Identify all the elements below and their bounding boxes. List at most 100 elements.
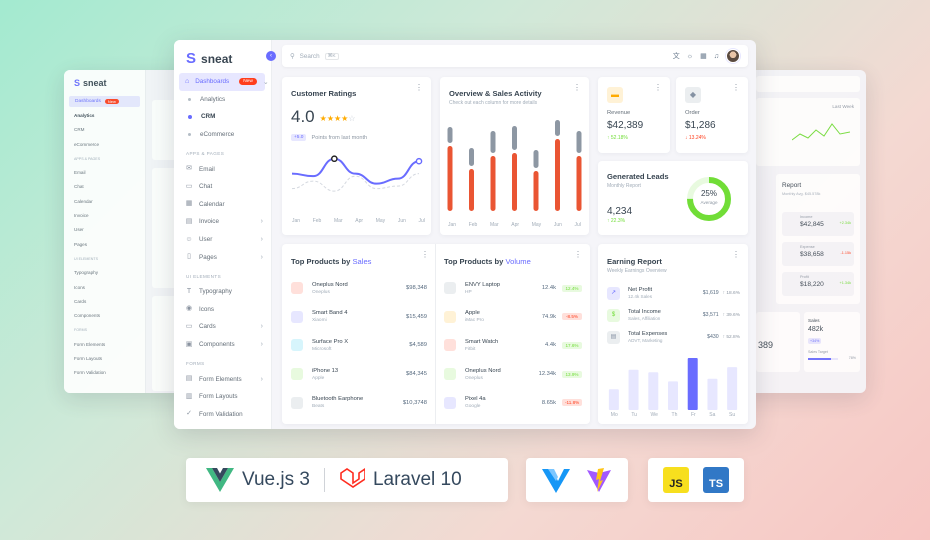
section-header-forms: FORMS xyxy=(186,361,205,367)
list-item: ↗ Net Profit 12.4k Sales $1,619 ↑ 18.6% xyxy=(607,282,740,304)
earning-bar xyxy=(727,367,738,410)
sidebar-collapse-icon[interactable]: ‹ xyxy=(266,51,276,61)
bg-last-week: Last Week xyxy=(832,104,854,109)
sidebar-item-calendar[interactable]: ▦ Calendar xyxy=(185,200,225,208)
notification-bell-icon[interactable]: ♫ xyxy=(713,52,719,60)
product-image-icon xyxy=(291,396,303,409)
product-name: ENVY Laptop xyxy=(465,281,501,288)
product-value: $4,589 xyxy=(409,342,427,349)
x-tick-label: Mo xyxy=(610,412,618,418)
card-title: Earning Report xyxy=(607,257,662,266)
product-brand: Xiaomi xyxy=(312,318,327,324)
more-vertical-icon[interactable]: ⋮ xyxy=(732,250,740,259)
sidebar-item-form-validation[interactable]: ✓ Form Validation xyxy=(186,410,243,418)
x-tick-label: Mar xyxy=(334,218,343,224)
revenue-label: Revenue xyxy=(607,110,631,116)
more-vertical-icon[interactable]: ⋮ xyxy=(573,83,581,92)
earning-bar xyxy=(668,381,678,410)
sidebar-item-analytics[interactable]: Analytics xyxy=(174,91,271,109)
list-item[interactable]: Smart Band 4 Xiaomi $15,459 xyxy=(291,303,427,332)
list-item[interactable]: Bluetooth Earphone Beats $10,3748 xyxy=(291,388,427,417)
laravel-label: Laravel 10 xyxy=(372,469,462,490)
bar-orange xyxy=(576,156,582,211)
earning-item-icon: ▤ xyxy=(607,330,620,344)
list-item[interactable]: Pixel 4a Google 8.65k -11.8% xyxy=(444,388,582,417)
sidebar-item-pages[interactable]: ▯ Pages › xyxy=(174,248,271,266)
list-item[interactable]: ENVY Laptop HP 12.4k 12.4% xyxy=(444,274,582,303)
x-tick-label: Mar xyxy=(490,222,499,228)
translate-icon[interactable]: 文 xyxy=(672,53,680,60)
sidebar-item-form-elements[interactable]: ▤ Form Elements › xyxy=(185,375,263,383)
more-vertical-icon[interactable]: ⋮ xyxy=(574,250,582,259)
bar-gray xyxy=(533,150,539,168)
shortcuts-grid-icon[interactable]: ▦ xyxy=(700,53,707,60)
x-tick-label: Jun xyxy=(397,218,406,224)
product-image-icon xyxy=(444,368,456,381)
page-icon: ▯ xyxy=(187,253,191,261)
x-tick-label: Jun xyxy=(553,222,562,228)
earning-item-icon: $ xyxy=(607,308,620,322)
list-item[interactable]: Oneplus Nord Oneplus $98,348 xyxy=(291,274,427,303)
sidebar-item-user[interactable]: ☺ User › xyxy=(185,235,263,244)
leads-value: 4,234 xyxy=(607,206,633,217)
product-brand: HP xyxy=(465,289,472,295)
bar-gray xyxy=(576,131,582,153)
search-input[interactable]: ⚲ Search ⌘K xyxy=(290,52,339,60)
change-badge: 13.9% xyxy=(562,370,582,378)
earning-item-value: $430 xyxy=(707,334,719,340)
product-name: Smart Watch xyxy=(465,338,499,345)
product-name: Oneplus Nord xyxy=(465,367,501,374)
order-change: ↓ 13.24% xyxy=(685,135,706,141)
earning-item-name: Total Income xyxy=(628,309,661,315)
list-item[interactable]: iPhone 13 Apple $84,345 xyxy=(291,360,427,389)
product-brand: Oneplus xyxy=(312,289,330,295)
list-item[interactable]: Smart Watch Fitbit 4.4k 17.6% xyxy=(444,331,582,360)
more-vertical-icon[interactable]: ⋮ xyxy=(732,83,740,92)
list-item[interactable]: Surface Pro X Microsoft $4,589 xyxy=(291,331,427,360)
sidebar-item-cards[interactable]: ▭ Cards › xyxy=(185,322,263,331)
earning-report-card: Earning Report Weekly Earnings Overview … xyxy=(598,244,748,424)
card-subtitle: Monthly Report xyxy=(607,183,641,189)
list-item[interactable]: Apple iMac Pro 74.9k -8.5% xyxy=(444,303,582,332)
earning-bar xyxy=(608,389,619,410)
x-tick-label: Sa xyxy=(709,412,716,418)
earning-item-change: ↑ 18.6% xyxy=(722,290,740,296)
sidebar-item-chat[interactable]: ▭ Chat xyxy=(185,182,213,191)
top-products-card: Top Products by Sales ⋮ Oneplus Nord Onep… xyxy=(282,244,590,424)
bar-orange xyxy=(490,156,496,211)
product-image-icon xyxy=(291,339,303,352)
bar-orange xyxy=(555,139,560,211)
x-tick-label: Th xyxy=(671,412,678,418)
product-value: 8.65k xyxy=(541,399,556,406)
avatar[interactable] xyxy=(726,49,740,63)
chat-icon: ▭ xyxy=(185,182,193,190)
vite-logo-icon xyxy=(587,468,611,492)
rating-change-pill: +5.0 xyxy=(291,134,307,141)
more-vertical-icon[interactable]: ⋮ xyxy=(654,83,662,92)
more-vertical-icon[interactable]: ⋮ xyxy=(421,250,429,259)
sidebar-item-crm[interactable]: CRM xyxy=(174,108,271,126)
sidebar-item-form-layouts[interactable]: ▥ Form Layouts xyxy=(185,392,238,401)
sidebar-item-icons[interactable]: ◉ Icons xyxy=(185,305,215,313)
product-brand: Apple xyxy=(312,375,325,381)
sidebar-item-invoice[interactable]: ▤ Invoice › xyxy=(185,217,263,226)
change-badge: -11.8% xyxy=(562,399,582,407)
sidebar-item-email[interactable]: ✉ Email xyxy=(186,165,215,173)
earning-bar xyxy=(648,372,659,410)
list-item[interactable]: Oneplus Nord Oneplus 12.34k 13.9% xyxy=(444,360,582,389)
more-vertical-icon[interactable]: ⋮ xyxy=(415,83,423,92)
sidebar-item-ecommerce[interactable]: eCommerce xyxy=(174,126,271,144)
product-brand: Microsoft xyxy=(312,346,332,352)
chevron-right-icon: › xyxy=(260,218,263,226)
bg-report-title: Report xyxy=(782,182,802,189)
user-icon: ☺ xyxy=(185,235,193,243)
sneat-logo-icon: S xyxy=(74,78,81,88)
theme-sun-icon[interactable]: ☼ xyxy=(686,52,694,60)
sidebar-item-components[interactable]: ▣ Components › xyxy=(185,340,263,349)
sidebar-item-typography[interactable]: T Typography xyxy=(186,287,232,296)
rating-stars: ★★★★☆ xyxy=(319,114,356,123)
product-brand: Beats xyxy=(312,404,325,410)
sidebar-item-dashboards[interactable]: ⌂ Dashboards New ⌄ xyxy=(179,73,269,91)
